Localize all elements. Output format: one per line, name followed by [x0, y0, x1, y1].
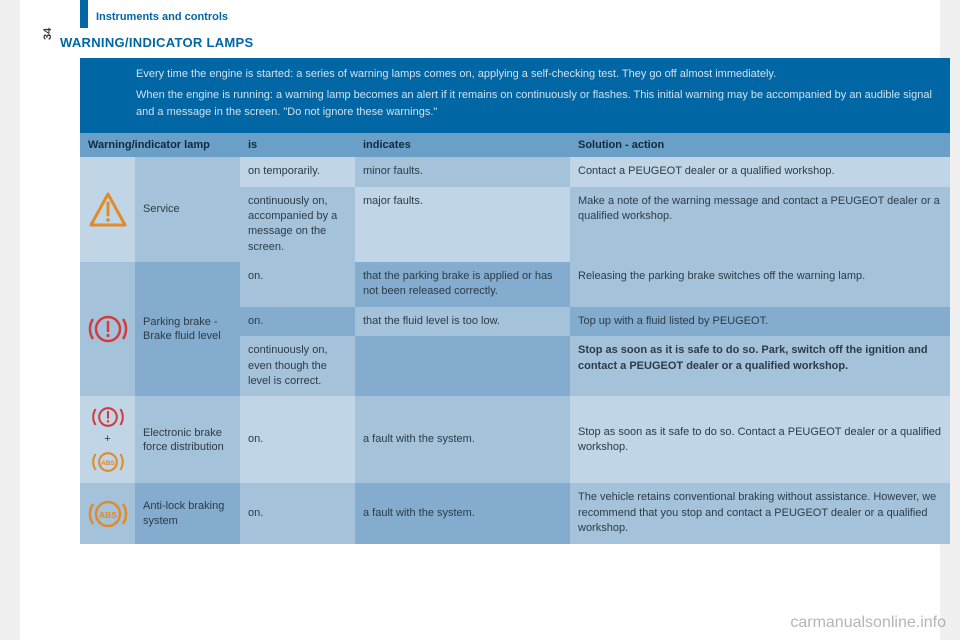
icon-cell	[80, 157, 135, 262]
cell-indicates: that the parking brake is applied or has…	[355, 262, 570, 307]
section-header: Instruments and controls	[96, 11, 228, 23]
svg-text:ABS: ABS	[99, 510, 117, 520]
cell-solution: Contact a PEUGEOT dealer or a qualified …	[570, 157, 950, 186]
cell-indicates: minor faults.	[355, 157, 570, 186]
header-is: is	[240, 133, 355, 157]
cell-is: on temporarily.	[240, 157, 355, 186]
cell-indicates: a fault with the system.	[355, 483, 570, 543]
cell-is: continuously on, even though the level i…	[240, 336, 355, 396]
page-number: 34	[42, 28, 54, 40]
abs-icon: ABS	[86, 492, 130, 536]
header-indicates: indicates	[355, 133, 570, 157]
intro-paragraph-2: When the engine is running: a warning la…	[136, 87, 938, 121]
lamp-name: Electronic brake force distribution	[135, 396, 240, 483]
row-group-parking-brake: Parking brake - Brake fluid level on. th…	[80, 262, 950, 396]
cell-is: on.	[240, 262, 355, 307]
table-row: on. that the fluid level is too low. Top…	[240, 307, 950, 336]
icon-cell: + ABS	[80, 396, 135, 483]
table-row: continuously on, even though the level i…	[240, 336, 950, 396]
intro-block: Every time the engine is started: a seri…	[80, 58, 950, 133]
table-row: on. a fault with the system. The vehicle…	[240, 483, 950, 543]
cell-solution: The vehicle retains conventional braking…	[570, 483, 950, 543]
manual-page: 34 Instruments and controls WARNING/INDI…	[20, 0, 940, 640]
cell-is: on.	[240, 396, 355, 483]
icon-cell	[80, 262, 135, 396]
service-warning-icon	[86, 188, 130, 232]
warning-lamp-table: Every time the engine is started: a seri…	[80, 58, 950, 544]
table-header-row: Warning/indicator lamp is indicates Solu…	[80, 133, 950, 157]
cell-solution: Stop as soon as it is safe to do so. Par…	[570, 336, 950, 396]
table-row: on temporarily. minor faults. Contact a …	[240, 157, 950, 186]
row-group-service: Service on temporarily. minor faults. Co…	[80, 157, 950, 262]
cell-solution: Make a note of the warning message and c…	[570, 187, 950, 263]
lamp-name: Parking brake - Brake fluid level	[135, 262, 240, 396]
table-row: on. that the parking brake is applied or…	[240, 262, 950, 307]
watermark: carmanualsonline.info	[790, 614, 946, 632]
cell-indicates	[355, 336, 570, 396]
lamp-name: Service	[135, 157, 240, 262]
cell-solution: Stop as soon as it safe to do so. Contac…	[570, 396, 950, 483]
page-title: WARNING/INDICATOR LAMPS	[60, 35, 253, 50]
intro-paragraph-1: Every time the engine is started: a seri…	[136, 66, 938, 83]
section-color-tab	[80, 0, 88, 28]
cell-indicates: a fault with the system.	[355, 396, 570, 483]
cell-is: continuously on, accompanied by a messag…	[240, 187, 355, 263]
cell-solution: Top up with a fluid listed by PEUGEOT.	[570, 307, 950, 336]
lamp-name: Anti-lock braking system	[135, 483, 240, 543]
cell-is: on.	[240, 307, 355, 336]
header-lamp: Warning/indicator lamp	[80, 133, 240, 157]
header-solution: Solution - action	[570, 133, 950, 157]
cell-indicates: major faults.	[355, 187, 570, 263]
row-group-abs: ABS Anti-lock braking system on. a fault…	[80, 483, 950, 543]
cell-is: on.	[240, 483, 355, 543]
table-row: on. a fault with the system. Stop as soo…	[240, 396, 950, 483]
icon-cell: ABS	[80, 483, 135, 543]
ebfd-icon: + ABS	[89, 402, 127, 477]
row-group-ebfd: + ABS Electronic brake force distributio…	[80, 396, 950, 483]
svg-text:ABS: ABS	[101, 461, 116, 468]
cell-indicates: that the fluid level is too low.	[355, 307, 570, 336]
table-row: continuously on, accompanied by a messag…	[240, 187, 950, 263]
cell-solution: Releasing the parking brake switches off…	[570, 262, 950, 307]
plus-symbol: +	[104, 434, 110, 445]
brake-warning-icon	[86, 307, 130, 351]
